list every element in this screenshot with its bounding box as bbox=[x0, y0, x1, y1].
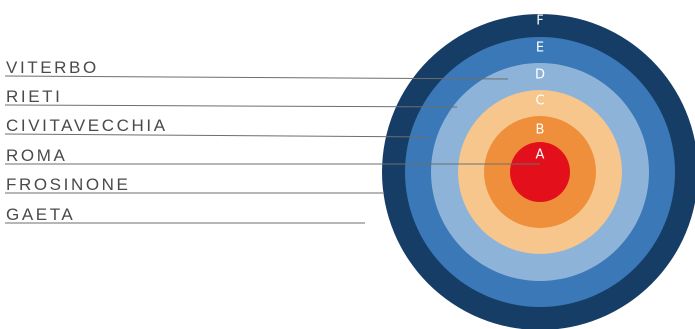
zone-letter-a: A bbox=[536, 148, 545, 163]
zone-letter-e: E bbox=[536, 41, 544, 56]
zone-letter-c: C bbox=[535, 94, 544, 109]
city-label-civitavecchia: CIVITAVECCHIA bbox=[6, 116, 168, 135]
city-label-roma: ROMA bbox=[6, 146, 67, 165]
leader-lines bbox=[4, 75, 540, 224]
zone-rings bbox=[382, 14, 695, 329]
zone-ring-a bbox=[510, 142, 570, 202]
leader-line-viterbo bbox=[4, 75, 509, 80]
city-label-viterbo: VITERBO bbox=[6, 58, 99, 77]
leader-line-civitavecchia bbox=[4, 133, 430, 138]
zone-letter-b: B bbox=[536, 123, 545, 138]
zone-letter-d: D bbox=[535, 68, 545, 83]
leader-line-rieti bbox=[4, 104, 458, 108]
city-labels: VITERBO RIETI CIVITAVECCHIA ROMA FROSINONE GA… bbox=[6, 58, 168, 224]
zone-letter-f: F bbox=[536, 14, 543, 29]
city-label-frosinone: FROSINONE bbox=[6, 175, 130, 194]
city-label-gaeta: GAETA bbox=[6, 205, 75, 224]
city-label-rieti: RIETI bbox=[6, 87, 62, 106]
